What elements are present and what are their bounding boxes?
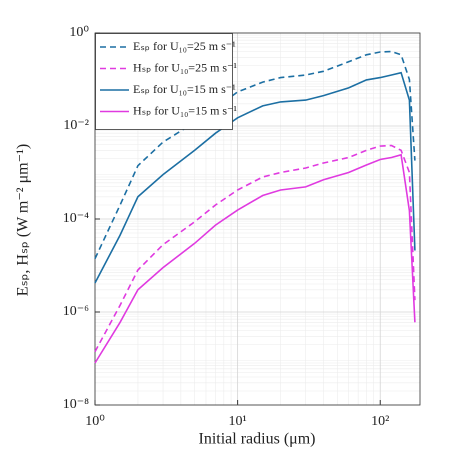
y-tick-label: 10⁻⁴ [63, 211, 89, 226]
series-line [94, 144, 416, 353]
legend-label: Hₛₚ for U₁₀=25 m s⁻¹ [133, 60, 237, 74]
series-line [94, 153, 416, 364]
legend-label: Eₛₚ for U₁₀=15 m s⁻¹ [133, 82, 236, 96]
y-tick-label: 10⁻⁸ [63, 397, 89, 412]
y-tick-label: 10⁻² [63, 118, 89, 133]
x-tick-label: 10² [371, 414, 389, 429]
x-tick-label: 10⁰ [85, 414, 105, 429]
y-axis-label: Eₛₚ, Hₛₚ (W m⁻² μm⁻¹) [15, 144, 32, 296]
plot-frame [94, 32, 421, 406]
y-tick-label: 10⁰ [69, 25, 89, 40]
legend-label: Hₛₚ for U₁₀=15 m s⁻¹ [133, 103, 237, 117]
x-axis-label: Initial radius (μm) [199, 431, 316, 448]
legend-box [95, 33, 233, 130]
y-tick-label: 10⁻⁶ [63, 304, 89, 319]
legend-label: Eₛₚ for U₁₀=25 m s⁻¹ [133, 39, 236, 53]
x-tick-label: 10¹ [229, 414, 247, 429]
series-line [94, 50, 416, 260]
series-line [94, 71, 416, 284]
